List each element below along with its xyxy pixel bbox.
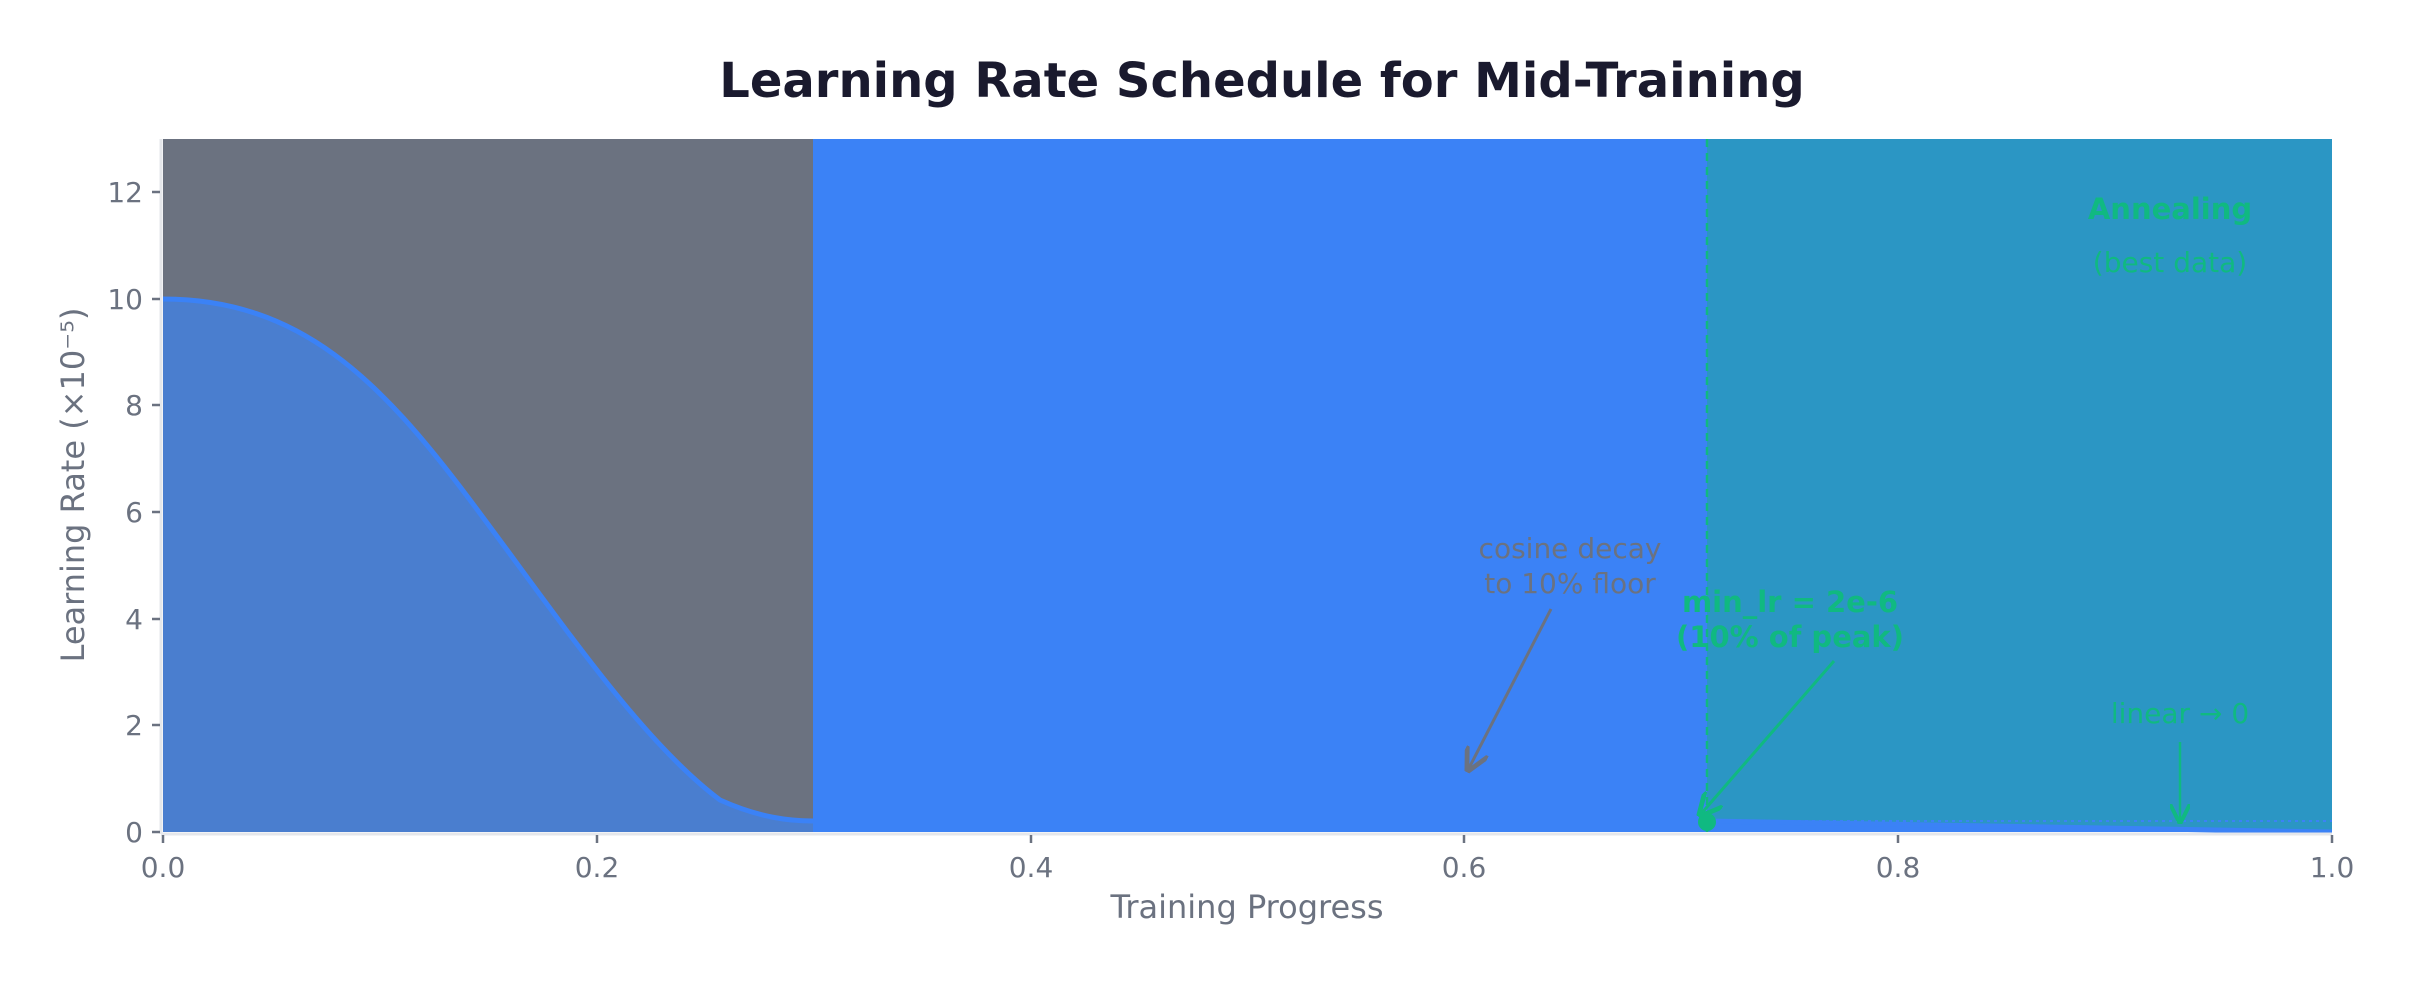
y-tick-label: 6 <box>125 496 143 529</box>
cosine-annotation-line1: cosine decay <box>1479 532 1662 565</box>
cosine-annotation-line2: to 10% floor <box>1484 567 1656 600</box>
x-tick-label: 0.6 <box>1442 851 1487 884</box>
minlr-annotation-arrow <box>1700 660 1836 815</box>
x-ticks <box>161 835 2334 843</box>
minlr-annotation-line2: (10% of peak) <box>1676 620 1904 654</box>
minlr-annotation-line1: min_lr = 2e-6 <box>1682 585 1898 619</box>
chart-title: Learning Rate Schedule for Mid-Training <box>719 53 1804 109</box>
x-tick-label: 0.2 <box>575 851 620 884</box>
y-ticks <box>152 190 160 834</box>
y-tick-label: 4 <box>125 603 143 636</box>
y-tick-label: 10 <box>107 283 143 316</box>
annealing-phase-region <box>1707 139 2332 832</box>
y-tick-label: 8 <box>125 389 143 422</box>
annealing-label: Annealing <box>2088 192 2252 226</box>
x-tick-labels: 0.0 0.2 0.4 0.6 0.8 1.0 <box>141 851 2355 884</box>
x-tick-label: 0.4 <box>1009 851 1054 884</box>
phase-regions <box>163 139 2332 832</box>
x-tick-label: 0.0 <box>141 851 186 884</box>
x-tick-label: 0.8 <box>1876 851 1921 884</box>
x-tick-label: 1.0 <box>2310 851 2355 884</box>
minlr-marker <box>1698 813 1716 831</box>
lr-curve <box>162 296 2333 835</box>
y-tick-label: 12 <box>107 176 143 209</box>
x-axis-label: Training Progress <box>1110 888 1384 926</box>
y-axis-label: Learning Rate (×10⁻⁵) <box>54 308 92 663</box>
lr-area-fill <box>163 299 2332 832</box>
linear-annotation: linear → 0 <box>2111 697 2249 730</box>
annealing-sublabel: (best data) <box>2093 246 2247 279</box>
stable-area-fill <box>813 821 1707 832</box>
y-tick-labels: 0 2 4 6 8 10 12 <box>107 176 143 849</box>
stable-phase-region <box>813 139 1707 832</box>
y-tick-label: 2 <box>125 709 143 742</box>
cosine-annotation-arrow <box>1468 608 1553 770</box>
y-tick-label: 0 <box>125 816 143 849</box>
